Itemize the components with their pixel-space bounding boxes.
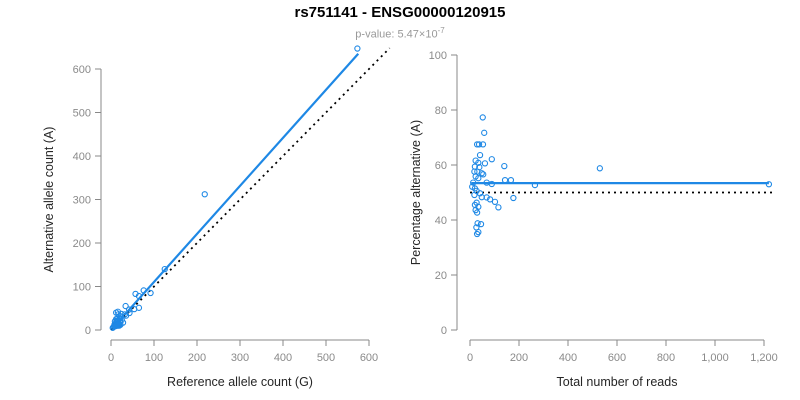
y-tick-label: 0 (441, 325, 447, 337)
data-point (122, 302, 129, 310)
y-axis-title: Percentage alternative (A) (409, 120, 423, 265)
y-tick-label: 60 (435, 160, 447, 172)
y-tick-label: 300 (73, 195, 91, 207)
x-axis-title: Reference allele count (G) (167, 375, 313, 389)
x-tick-label: 400 (274, 352, 292, 364)
x-tick-label: 500 (317, 352, 335, 364)
y-tick-label: 20 (435, 270, 447, 282)
x-tick-label: 200 (188, 352, 206, 364)
data-point (117, 321, 124, 328)
data-point (479, 141, 487, 148)
x-tick-label: 600 (608, 352, 626, 364)
data-point (473, 209, 481, 216)
y-tick-label: 100 (73, 282, 91, 294)
x-axis-title: Total number of reads (557, 375, 678, 389)
data-point (481, 129, 488, 136)
y-tick-label: 80 (435, 105, 447, 117)
data-point (477, 220, 485, 228)
data-point (475, 159, 482, 166)
x-tick-label: 300 (231, 352, 249, 364)
y-tick-label: 0 (85, 325, 91, 337)
y-tick-label: 100 (429, 50, 447, 62)
regression-line (110, 53, 360, 331)
data-point (479, 114, 486, 121)
data-point (495, 204, 502, 211)
data-point (501, 162, 508, 170)
data-point (147, 289, 154, 297)
y-tick-label: 400 (73, 151, 91, 163)
data-point (491, 198, 499, 205)
pvalue-subtitle: p-value: 5.47×10-7 (0, 24, 800, 42)
data-point (478, 170, 485, 177)
identity-line (110, 47, 391, 331)
percentage-reads-scatter-plot: 0 20 40 60 80 100 0 200 400 600 800 1,000 1,200 Total… (409, 50, 778, 389)
x-tick-label: 800 (657, 352, 675, 364)
y-tick-label: 500 (73, 108, 91, 120)
data-point (481, 160, 489, 167)
pvalue-exponent: -7 (437, 26, 445, 35)
data-point (488, 180, 495, 188)
data-point (476, 151, 484, 159)
x-tick-label: 0 (108, 352, 114, 364)
x-tick-label: 1,000 (701, 352, 729, 364)
data-point (488, 156, 495, 163)
pvalue-text: p-value: 5.47×10 (355, 28, 438, 41)
data-point (116, 322, 123, 329)
data-point (473, 141, 481, 148)
data-point (140, 287, 147, 294)
data-point (596, 165, 603, 172)
x-tick-label: 1,200 (750, 352, 778, 364)
figure-header: rs751141 - ENSG00000120915 p-value: 5.47… (0, 4, 800, 42)
data-point (135, 304, 143, 311)
y-tick-label: 200 (73, 238, 91, 250)
data-point (471, 191, 478, 199)
data-point (476, 190, 484, 197)
data-point (470, 179, 477, 186)
allele-count-scatter-plot: 0 100 200 300 400 500 600 0 100 200 300 400 500 600 Re… (42, 45, 391, 389)
data-point (475, 141, 483, 148)
data-point (474, 220, 481, 227)
x-tick-label: 200 (510, 352, 528, 364)
data-point (135, 292, 143, 300)
data-point (475, 175, 482, 182)
data-point (201, 191, 208, 198)
data-point (480, 171, 487, 178)
data-point (501, 176, 509, 184)
data-point (473, 230, 481, 238)
x-tick-label: 100 (145, 352, 163, 364)
data-point (354, 45, 361, 52)
data-point (126, 309, 133, 317)
x-tick-label: 0 (467, 352, 473, 364)
x-tick-label: 600 (360, 352, 378, 364)
x-tick-label: 400 (559, 352, 577, 364)
y-axis-title: Alternative allele count (A) (42, 127, 56, 273)
data-point (486, 196, 494, 203)
data-point (161, 265, 168, 273)
data-point (510, 194, 517, 202)
data-point (507, 176, 515, 184)
data-point (765, 181, 773, 188)
data-point (483, 194, 490, 201)
y-tick-label: 600 (73, 64, 91, 76)
y-tick-label: 40 (435, 215, 447, 227)
data-point (531, 181, 539, 189)
figure-title: rs751141 - ENSG00000120915 (294, 4, 506, 21)
